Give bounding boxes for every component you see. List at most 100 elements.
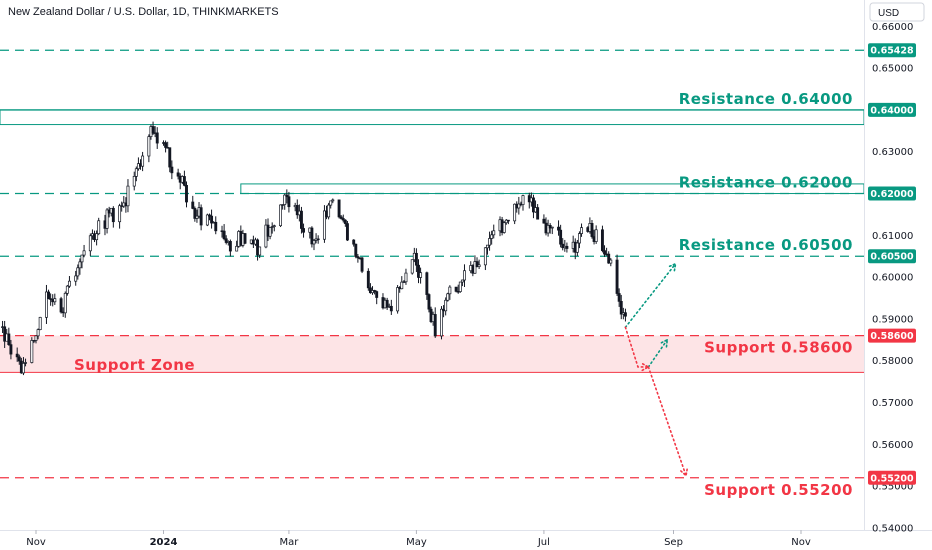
candle-body: [300, 210, 303, 229]
price-axis[interactable]: 0.66000 0.65000 0.63000 0.61000 0.60000 0.590…: [872, 22, 913, 535]
price-badge-label-4: 0.58600: [870, 331, 914, 342]
y-tick-label-1: 0.65000: [872, 64, 913, 75]
candle-body: [312, 240, 316, 245]
candle-body: [329, 200, 333, 206]
candle-body: [513, 203, 517, 222]
candle-body: [281, 204, 285, 206]
candle-body: [38, 316, 42, 330]
candle-body: [49, 298, 53, 300]
candle-body: [440, 308, 443, 337]
candle-body: [268, 227, 272, 237]
candle-body: [460, 279, 464, 283]
candle-body: [454, 286, 458, 292]
price-badge-0: [868, 43, 916, 58]
price-badge-label-2: 0.62000: [870, 189, 914, 200]
candle-body: [594, 229, 598, 242]
candle-body: [210, 215, 214, 224]
candle-body: [258, 246, 262, 256]
candle-body: [331, 199, 335, 202]
projection-arrowhead-bounce-up: [660, 338, 669, 348]
candle-body: [504, 219, 508, 224]
y-tick-label-2: 0.63000: [872, 147, 913, 158]
candle-body: [448, 286, 452, 295]
currency-button[interactable]: USD: [869, 2, 925, 22]
y-tick-label-9: 0.55000: [872, 482, 913, 493]
candle-body: [542, 218, 546, 224]
candle-body: [78, 261, 82, 269]
candle-body: [182, 176, 186, 186]
currency-button-label[interactable]: USD: [878, 8, 899, 19]
time-axis[interactable]: Nov 2024 Mar May Jul Sep Nov: [26, 530, 811, 548]
candle-body: [617, 293, 621, 302]
candle-body: [195, 215, 199, 219]
candle-body: [45, 291, 48, 318]
candle-body: [339, 216, 343, 219]
candle-body: [546, 225, 550, 234]
candle-body: [502, 222, 506, 233]
candle-body: [88, 235, 92, 252]
candle-body: [97, 220, 101, 235]
projection-bounce-up: [647, 339, 669, 368]
currency-button-frame[interactable]: [869, 2, 925, 22]
candle-body: [483, 247, 487, 266]
candle-body: [488, 238, 492, 246]
candle-body: [74, 275, 78, 282]
y-tick-label-10: 0.54000: [872, 523, 913, 534]
candle-body: [59, 298, 63, 313]
candle-body: [111, 207, 115, 223]
candle-body: [17, 356, 21, 362]
candle-body: [463, 270, 466, 281]
candle-body: [419, 272, 423, 278]
projection-bullish: [624, 262, 677, 329]
projection-bounce: [624, 326, 650, 368]
candle-body: [561, 243, 565, 249]
candle-body: [341, 218, 345, 221]
candle-body: [105, 209, 109, 229]
candle-body: [446, 293, 450, 301]
levels-layer: [0, 49, 864, 479]
candle-body: [176, 172, 180, 177]
plot-background: [0, 0, 864, 530]
candle-body: [80, 254, 84, 263]
x-tick-label-5: Sep: [664, 537, 683, 548]
candle-body: [164, 142, 168, 148]
candle-body: [47, 291, 50, 300]
candle-body: [185, 184, 188, 203]
candle-body: [337, 199, 341, 218]
candle-body: [417, 264, 420, 278]
y-tick-label-5: 0.59000: [872, 314, 913, 325]
candle-body: [283, 194, 287, 205]
candle-body: [356, 256, 360, 259]
candle-body: [575, 242, 579, 253]
candle-body: [322, 210, 326, 240]
candle-body: [425, 272, 429, 295]
candle-body: [477, 264, 481, 267]
candle-body: [490, 234, 494, 239]
candle-body: [67, 280, 71, 287]
candle-body: [82, 250, 86, 256]
candle-body: [404, 272, 408, 283]
candle-body: [548, 225, 552, 229]
candle-body: [208, 214, 211, 217]
projections-layer: [624, 262, 689, 478]
support-level-label-4: Support 0.58600: [704, 339, 853, 357]
candle-body: [279, 204, 282, 227]
candles-layer: [1, 121, 627, 376]
price-badge-label-5: 0.55200: [870, 473, 914, 484]
price-badge-3: [868, 249, 916, 264]
candle-body: [214, 221, 218, 232]
y-tick-label-0: 0.66000: [872, 22, 913, 33]
price-badge-1: [868, 102, 916, 117]
candle-body: [126, 185, 130, 207]
projection-arrowhead-bounce: [641, 362, 651, 372]
candle-body: [134, 168, 138, 177]
candle-body: [316, 238, 320, 241]
candle-body: [170, 166, 174, 174]
candle-body: [15, 353, 19, 358]
candle-body: [619, 301, 623, 315]
candle-body: [63, 292, 67, 314]
candle-body: [565, 245, 569, 249]
candle-body: [24, 362, 27, 364]
